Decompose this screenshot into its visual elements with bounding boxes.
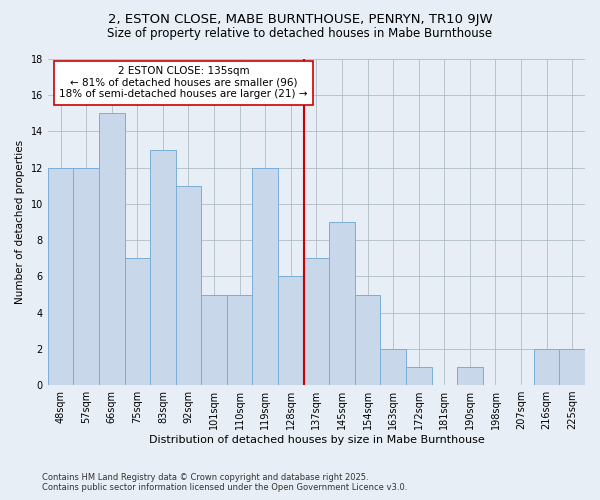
Bar (278, 276, 304, 385)
Bar (227, 294, 253, 385)
Bar (176, 186, 201, 385)
Bar (150, 150, 176, 385)
Text: 2, ESTON CLOSE, MABE BURNTHOUSE, PENRYN, TR10 9JW: 2, ESTON CLOSE, MABE BURNTHOUSE, PENRYN,… (107, 12, 493, 26)
Bar (48, 168, 73, 385)
Bar (406, 367, 431, 385)
Text: Contains HM Land Registry data © Crown copyright and database right 2025.
Contai: Contains HM Land Registry data © Crown c… (42, 473, 407, 492)
Bar (73, 168, 99, 385)
Bar (329, 222, 355, 385)
Bar (380, 349, 406, 385)
Bar (304, 258, 329, 385)
Bar (559, 349, 585, 385)
Bar (355, 294, 380, 385)
Text: 2 ESTON CLOSE: 135sqm
← 81% of detached houses are smaller (96)
18% of semi-deta: 2 ESTON CLOSE: 135sqm ← 81% of detached … (59, 66, 308, 100)
X-axis label: Distribution of detached houses by size in Mabe Burnthouse: Distribution of detached houses by size … (149, 435, 484, 445)
Bar (253, 168, 278, 385)
Text: Size of property relative to detached houses in Mabe Burnthouse: Size of property relative to detached ho… (107, 28, 493, 40)
Bar (457, 367, 482, 385)
Y-axis label: Number of detached properties: Number of detached properties (15, 140, 25, 304)
Bar (99, 114, 125, 385)
Bar (534, 349, 559, 385)
Bar (201, 294, 227, 385)
Bar (125, 258, 150, 385)
